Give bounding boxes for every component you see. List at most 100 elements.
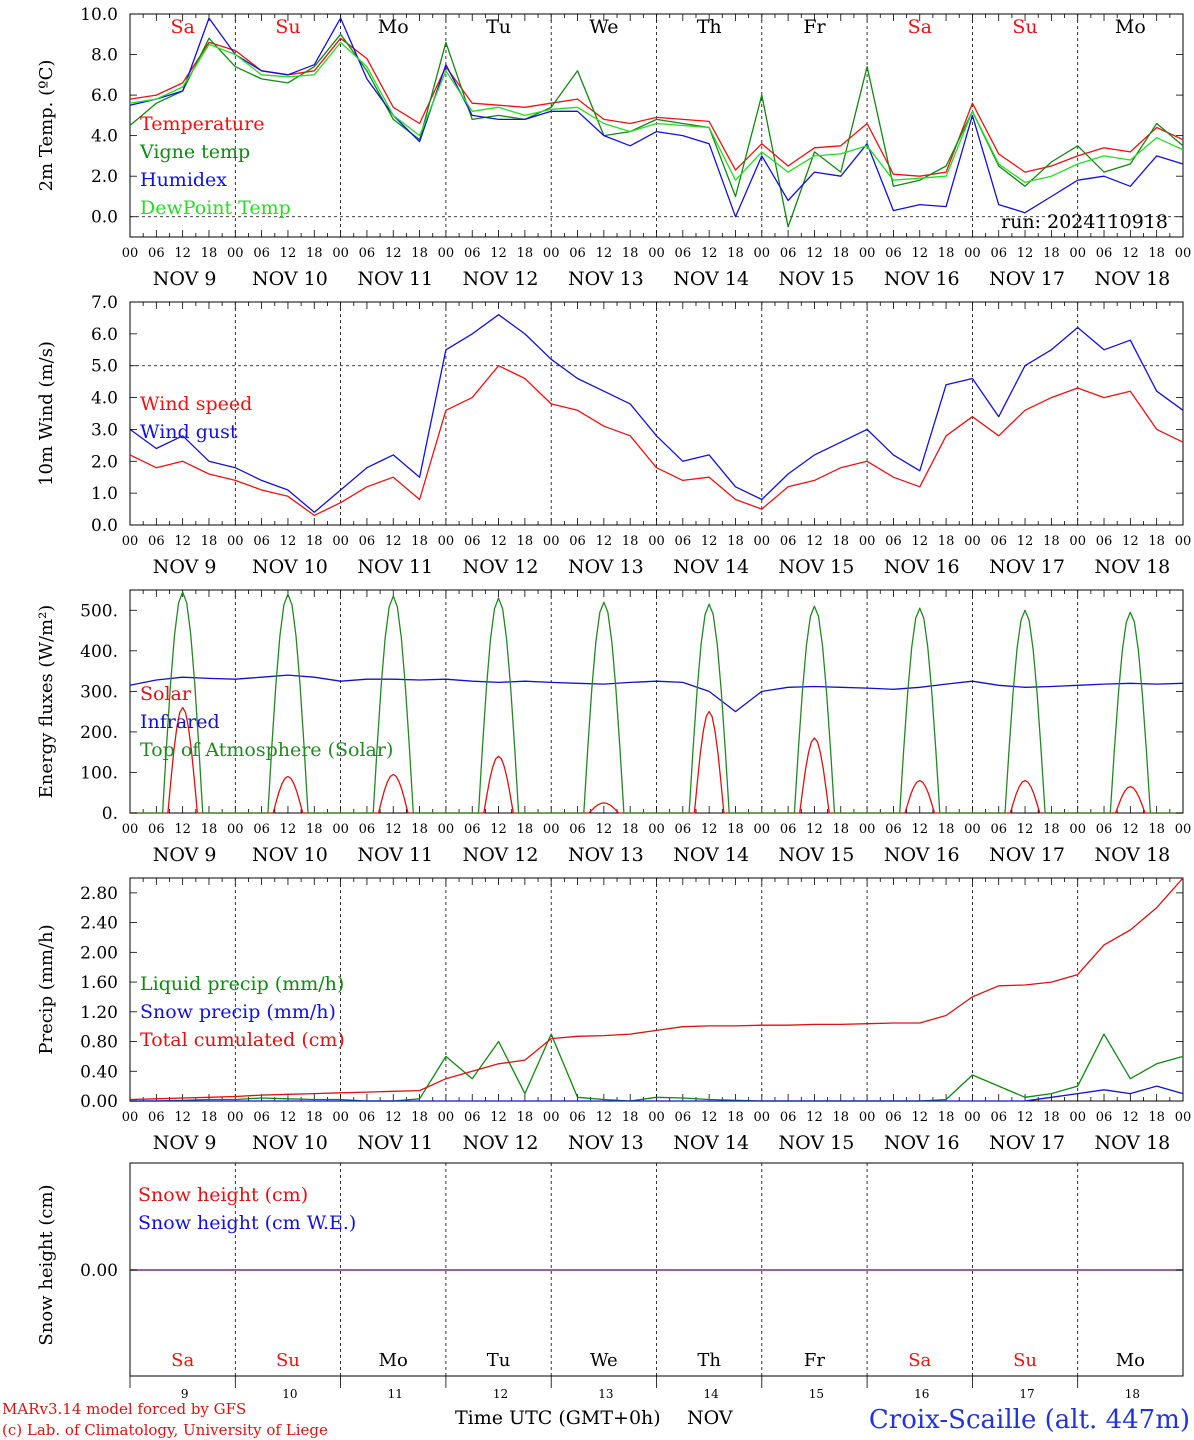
hour-tick-label: 00: [754, 534, 771, 549]
date-label: NOV 10: [252, 556, 328, 578]
date-label: NOV 14: [673, 844, 749, 866]
y-tick-label: 200.: [80, 723, 118, 743]
x-axis-label: Time UTC (GMT+0h): [455, 1407, 661, 1429]
hour-tick-label: 06: [253, 534, 270, 549]
hour-tick-label: 06: [359, 822, 376, 837]
series-line-temp: [129, 365, 1184, 517]
weekday-label: Su: [1012, 16, 1037, 38]
hour-tick-label: 00: [332, 246, 349, 261]
date-label: NOV 14: [673, 556, 749, 578]
hour-tick-label: 06: [359, 246, 376, 261]
hour-tick-label: 00: [438, 1110, 455, 1125]
hour-tick-label: 18: [306, 534, 323, 549]
weekday-label: Th: [697, 1350, 721, 1371]
hour-tick-label: 06: [148, 1110, 165, 1125]
hour-tick-label: 00: [438, 246, 455, 261]
y-tick-label: 4.0: [91, 127, 118, 147]
date-label: NOV 11: [357, 844, 433, 866]
hour-tick-label: 06: [148, 822, 165, 837]
weekday-label: Tu: [486, 16, 511, 38]
hour-tick-label: 12: [174, 246, 191, 261]
legend-entry: Wind speed: [140, 393, 252, 415]
hour-tick-label: 18: [201, 822, 218, 837]
hour-tick-label: 18: [622, 1110, 639, 1125]
hour-tick-label: 00: [227, 246, 244, 261]
date-label: NOV 9: [153, 1132, 217, 1154]
series-line-humidex: [129, 314, 1184, 513]
y-tick-label: 2.00: [80, 943, 118, 963]
date-label: NOV 17: [989, 556, 1065, 578]
series-line-infrared: [129, 674, 1184, 713]
hour-tick-label: 00: [1069, 1110, 1086, 1125]
y-tick-label: 5.0: [91, 357, 118, 377]
hour-tick-label: 12: [385, 534, 402, 549]
hour-tick-label: 12: [174, 534, 191, 549]
hour-tick-label: 12: [596, 246, 613, 261]
y-tick-label: 0.40: [80, 1062, 118, 1082]
y-tick-label: 7.0: [91, 293, 118, 313]
hour-tick-label: 18: [201, 534, 218, 549]
hour-tick-label: 00: [1069, 246, 1086, 261]
hour-tick-label: 18: [1148, 534, 1165, 549]
y-tick-label: 300.: [80, 682, 118, 702]
hour-tick-label: 00: [964, 246, 981, 261]
hour-tick-label: 06: [1096, 534, 1113, 549]
date-label: NOV 10: [252, 268, 328, 290]
hour-tick-label: 12: [1122, 534, 1139, 549]
series-line-humidex: [129, 17, 1184, 218]
hour-tick-label: 12: [806, 246, 823, 261]
hour-tick-label: 00: [227, 822, 244, 837]
hour-tick-label: 06: [359, 1110, 376, 1125]
date-label: NOV 10: [252, 1132, 328, 1154]
hour-tick-label: 12: [385, 246, 402, 261]
hour-tick-label: 00: [859, 822, 876, 837]
hour-tick-label: 18: [306, 246, 323, 261]
y-tick-label: 0.0: [91, 516, 118, 536]
x-axis-month: NOV: [687, 1407, 733, 1429]
hour-tick-label: 06: [464, 246, 481, 261]
hour-tick-label: 18: [411, 822, 428, 837]
hour-tick-label: 12: [490, 1110, 507, 1125]
hour-tick-label: 00: [438, 534, 455, 549]
hour-tick-label: 18: [938, 246, 955, 261]
legend-entry: Humidex: [140, 169, 227, 191]
hour-tick-label: 00: [122, 822, 139, 837]
hour-tick-label: 12: [596, 534, 613, 549]
day-number: 15: [809, 1387, 824, 1401]
hour-tick-label: 00: [964, 822, 981, 837]
legend-entry: Temperature: [140, 113, 264, 135]
y-tick-label: 8.0: [91, 46, 118, 66]
legend-entry: Snow height (cm): [138, 1184, 308, 1206]
hour-tick-label: 00: [648, 246, 665, 261]
hour-tick-label: 18: [1043, 822, 1060, 837]
hour-tick-label: 18: [622, 822, 639, 837]
weekday-label: Fr: [803, 16, 826, 38]
y-tick-label: 4.0: [91, 389, 118, 409]
plot-frame: [129, 301, 1184, 526]
hour-tick-label: 06: [780, 822, 797, 837]
day-number: 10: [282, 1387, 297, 1401]
weekday-label: We: [590, 1350, 618, 1371]
date-label: NOV 14: [673, 268, 749, 290]
hour-tick-label: 00: [754, 822, 771, 837]
hour-tick-label: 18: [833, 534, 850, 549]
y-axis-label: Energy fluxes (W/m²): [36, 605, 57, 799]
date-label: NOV 14: [673, 1132, 749, 1154]
hour-tick-label: 12: [806, 534, 823, 549]
legend-entry: Wind gust: [140, 421, 238, 443]
hour-tick-label: 06: [253, 246, 270, 261]
hour-tick-label: 00: [543, 822, 560, 837]
date-label: NOV 12: [463, 556, 539, 578]
series-line-cum: [129, 877, 1184, 1101]
hour-tick-label: 12: [806, 1110, 823, 1125]
hour-tick-label: 12: [911, 246, 928, 261]
hour-tick-label: 00: [859, 1110, 876, 1125]
footer: MARv3.14 model forced by GFS (c) Lab. of …: [2, 1400, 1190, 1439]
legend-entry: DewPoint Temp: [140, 197, 291, 219]
hour-tick-label: 12: [280, 1110, 297, 1125]
y-tick-label: 0.00: [80, 1092, 118, 1112]
weekday-label: Sa: [171, 1350, 194, 1371]
date-label: NOV 15: [779, 1132, 855, 1154]
hour-tick-label: 18: [517, 1110, 534, 1125]
hour-tick-label: 06: [780, 246, 797, 261]
